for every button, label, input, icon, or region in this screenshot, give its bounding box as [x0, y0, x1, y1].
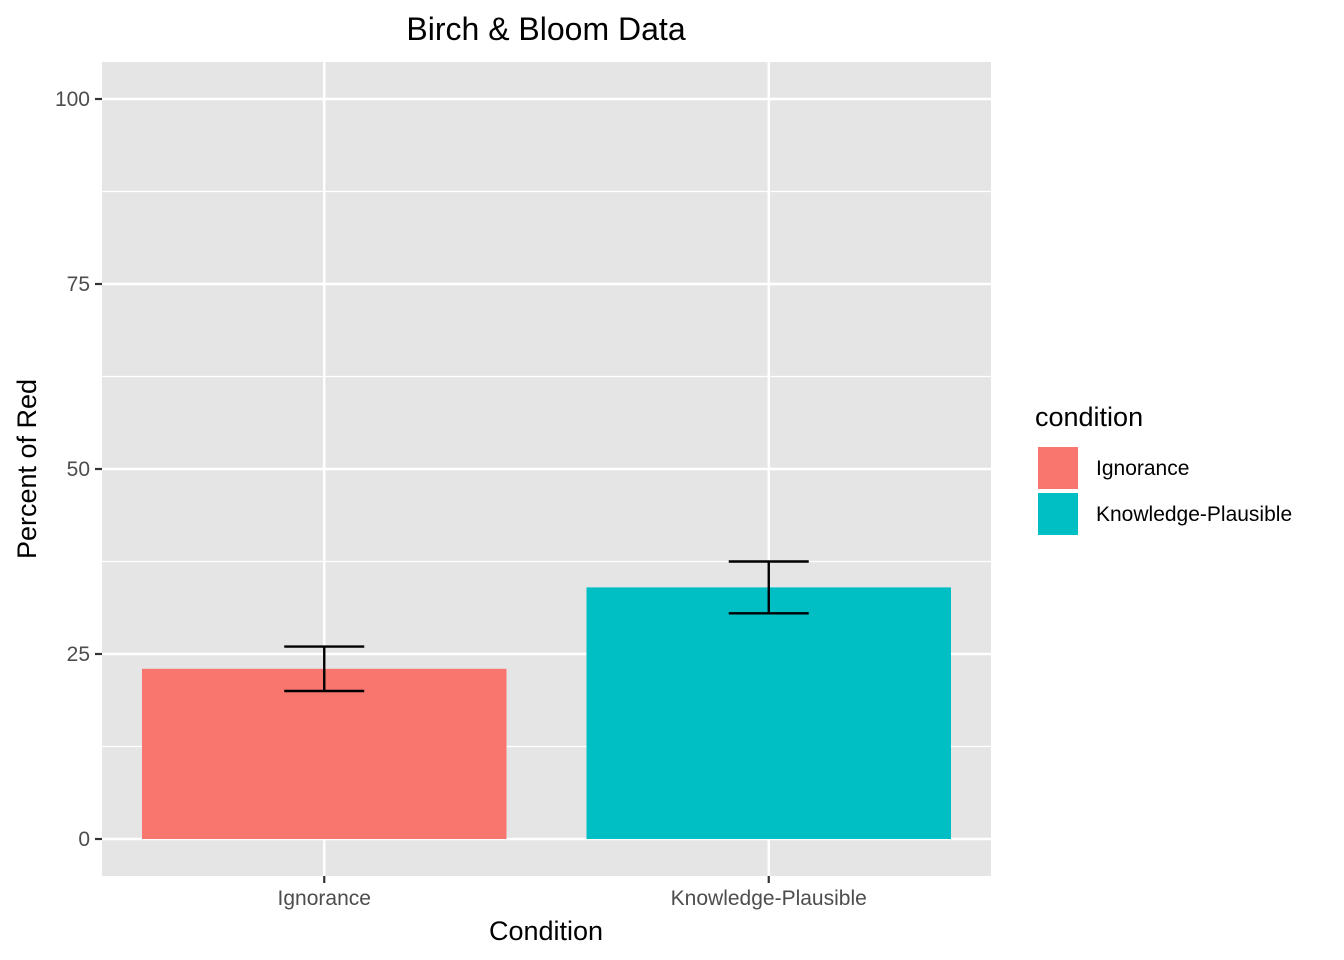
error-bar	[284, 645, 365, 693]
legend-key	[1036, 491, 1080, 537]
y-axis-title: Percent of Red	[12, 379, 42, 559]
legend-title: condition	[1035, 402, 1143, 432]
y-tick-label: 50	[67, 458, 90, 481]
legend-label: Ignorance	[1096, 457, 1189, 480]
legend-key	[1036, 445, 1080, 491]
x-tick-label: Knowledge-Plausible	[671, 887, 867, 910]
axes: 0 25 50 75 100 Ignorance Knowledge-Plausible	[55, 88, 867, 910]
y-tick-label: 75	[67, 273, 90, 296]
y-tick-label: 0	[78, 828, 90, 851]
chart-title: Birch & Bloom Data	[406, 11, 685, 47]
legend-label: Knowledge-Plausible	[1096, 503, 1292, 526]
error-bars	[284, 560, 809, 693]
error-bar	[728, 560, 809, 615]
y-tick-label: 100	[55, 88, 90, 111]
y-tick-label: 25	[67, 643, 90, 666]
bars	[142, 587, 951, 839]
bar-knowledge-plausible	[586, 587, 951, 839]
x-tick-label: Ignorance	[278, 887, 371, 910]
bar-ignorance	[142, 668, 507, 839]
x-axis-title: Condition	[489, 916, 603, 946]
legend: condition Ignorance Knowledge-Plausible	[1035, 402, 1292, 537]
